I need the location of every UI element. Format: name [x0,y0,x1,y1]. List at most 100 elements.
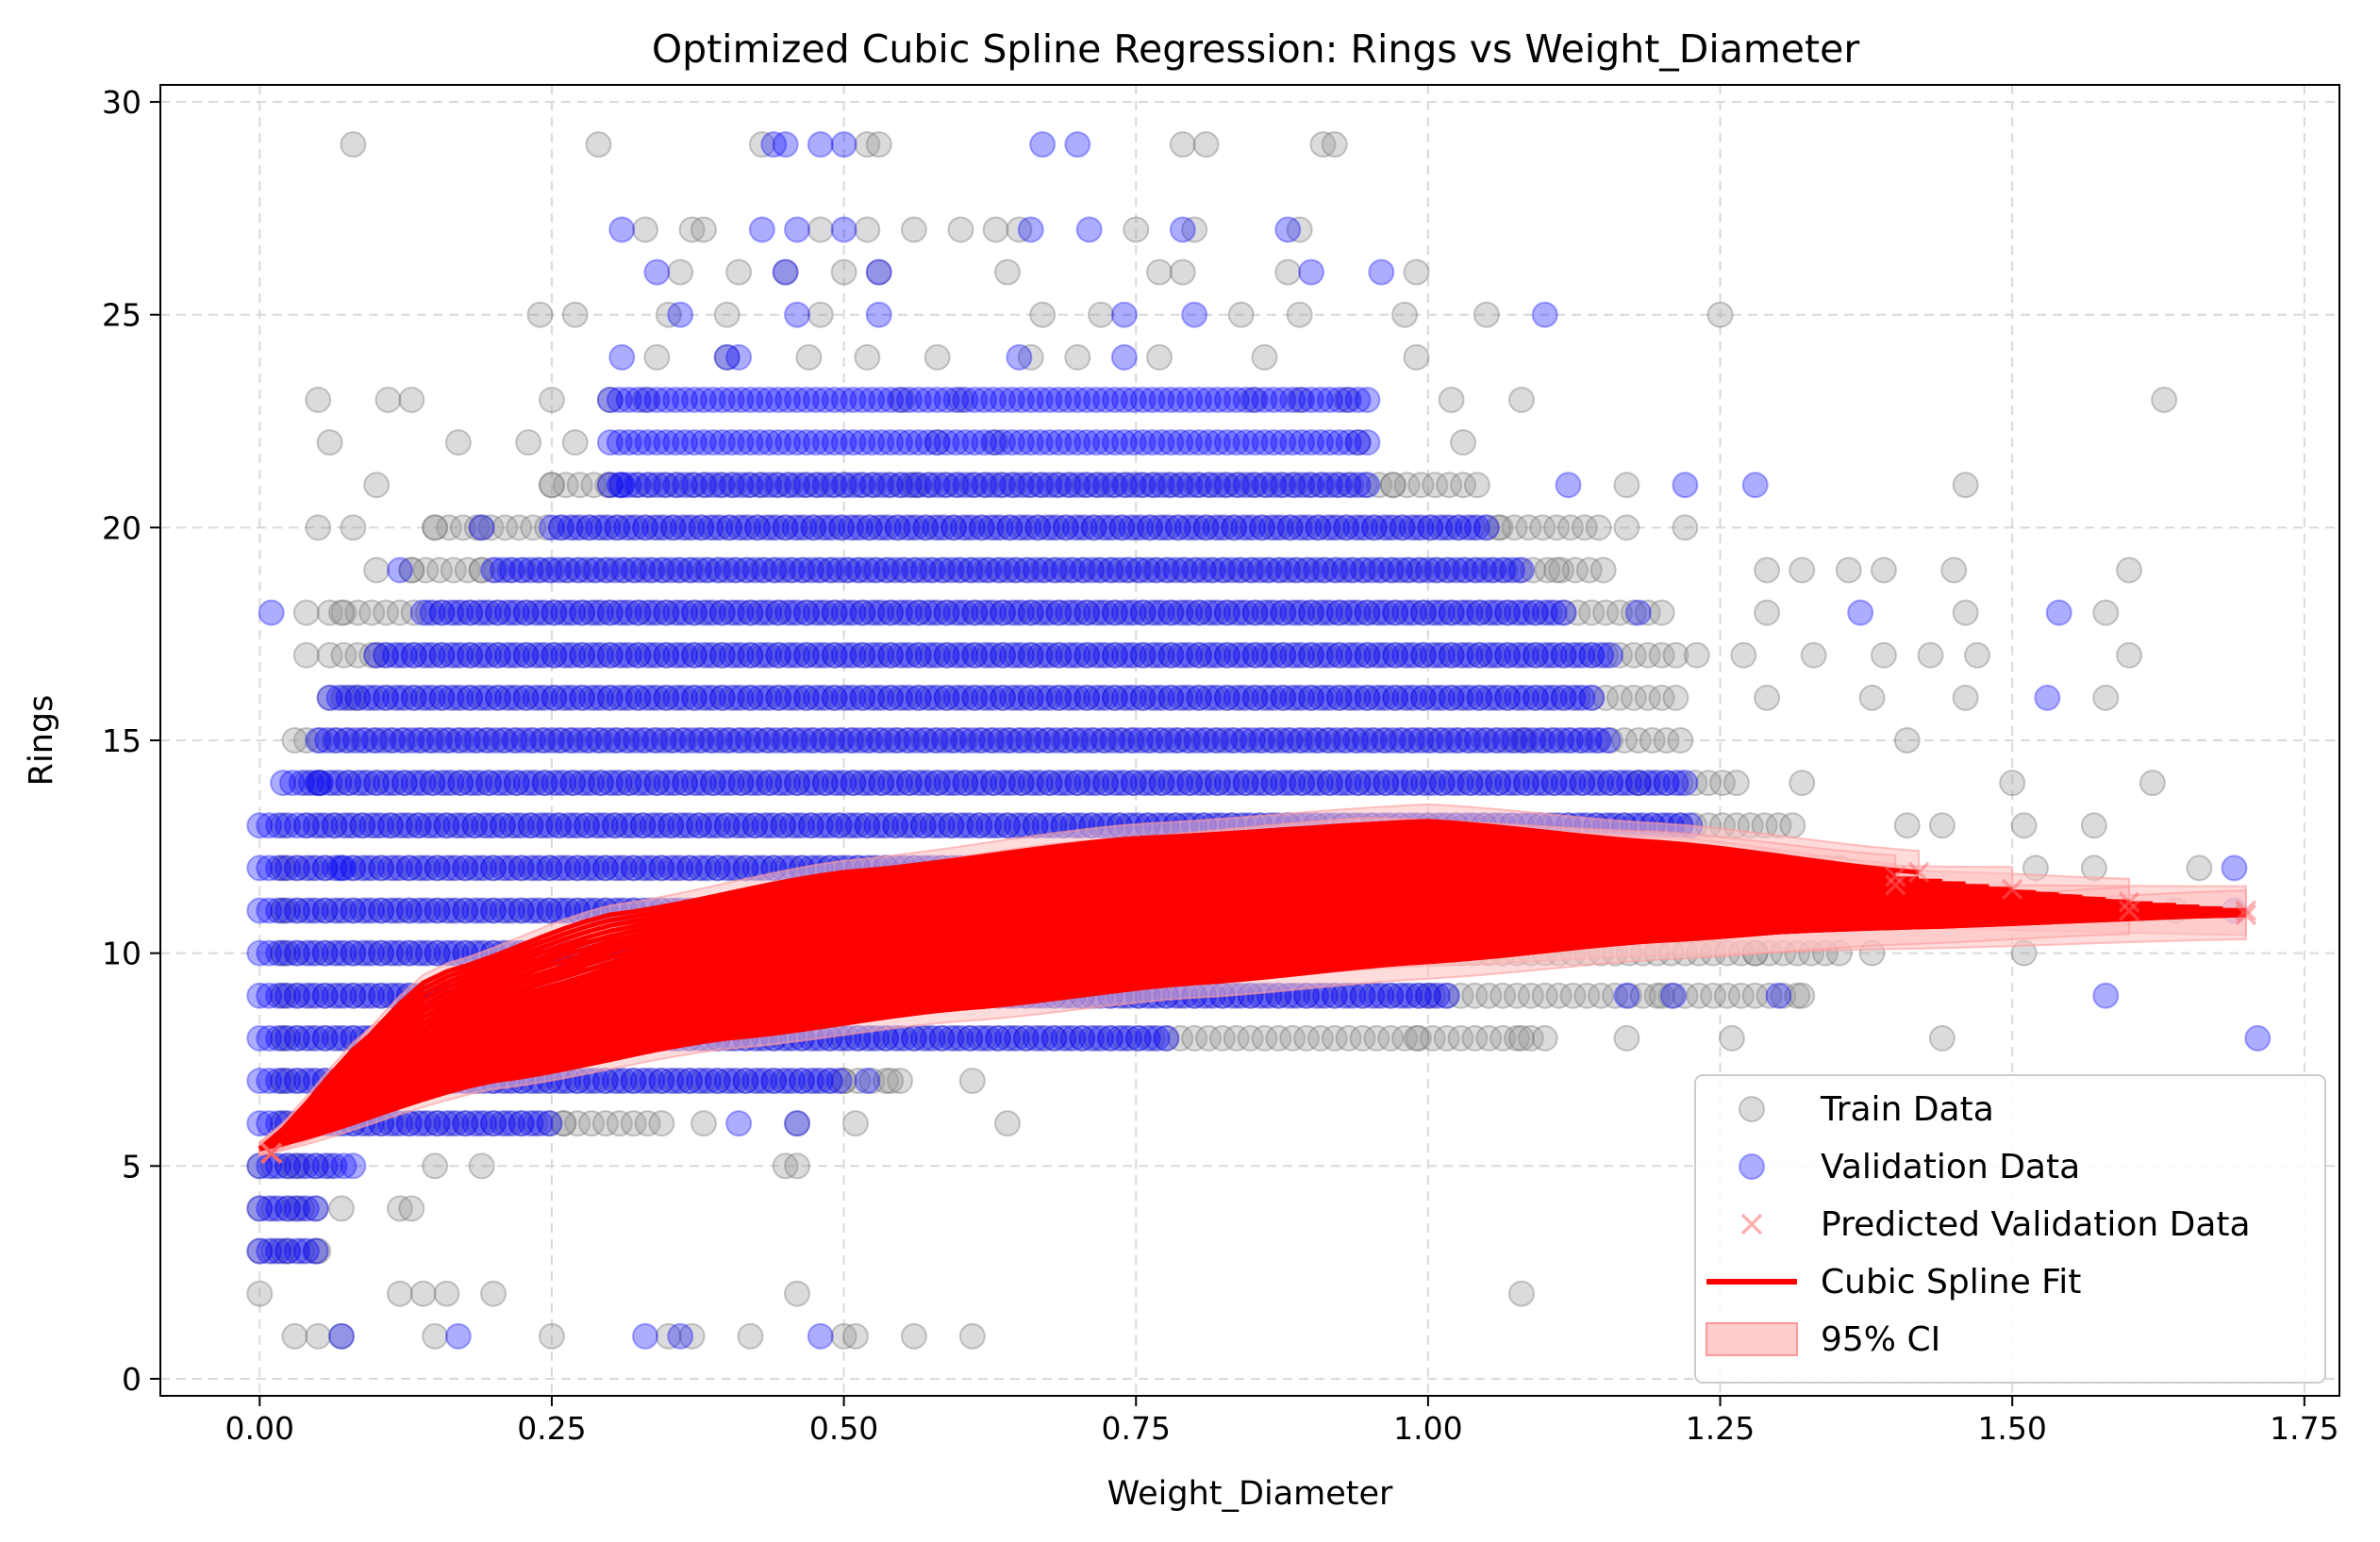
data-point [615,727,642,754]
data-point [477,514,505,541]
data-point [1870,556,1897,584]
data-point [821,599,848,626]
data-point [1662,641,1689,669]
data-point [1531,301,1558,328]
data-point [305,1322,332,1350]
data-point [491,514,519,541]
data-point [795,343,823,371]
data-point [1550,684,1577,711]
data-point [1597,641,1624,669]
data-point [890,599,918,626]
data-point [903,556,930,584]
data-point [1672,472,1699,499]
data-point [990,599,1017,626]
data-point [457,641,484,669]
data-point [330,599,358,626]
data-point [1001,556,1028,584]
data-point [541,599,568,626]
data-point [386,599,413,626]
data-point [1101,684,1128,711]
data-point [865,301,892,328]
y-tick-label: 20 [102,509,141,546]
data-point [1172,684,1199,711]
data-point [1613,982,1640,1009]
data-point [1274,258,1302,286]
data-point [741,727,769,754]
data-point [1445,514,1473,541]
data-point [1321,131,1348,158]
data-point [1240,556,1267,584]
data-point [1155,556,1182,584]
data-point [608,216,636,243]
data-point [735,472,762,499]
data-point [1129,684,1157,711]
data-point [1507,641,1535,669]
data-point [1531,1024,1558,1052]
data-point [2116,641,2143,669]
data-point [1393,472,1421,499]
data-point [975,684,1003,711]
y-tick-label: 5 [122,1148,141,1185]
data-point [903,472,930,499]
data-point [444,1322,472,1350]
data-point [1143,684,1171,711]
data-point [1893,812,1921,839]
data-point [281,727,308,754]
data-point [340,1152,367,1180]
data-point [1613,1024,1640,1052]
data-point [1952,472,1979,499]
data-point [1192,131,1220,158]
data-point [1730,641,1757,669]
data-point [980,727,1007,754]
data-point [1423,684,1451,711]
data-point [688,514,715,541]
data-point [756,727,783,754]
data-point [538,472,565,499]
data-point [1952,599,1979,626]
data-point [1115,684,1142,711]
data-point [555,599,582,626]
data-point [538,472,565,499]
data-point [1723,770,1750,797]
data-point [463,514,491,541]
chart-title: Optimized Cubic Spline Regression: Rings… [652,26,1860,72]
x-axis-ticks: 0.00 0.25 0.50 0.75 1.00 1.25 1.50 1.75 [225,1396,2339,1447]
data-point [1507,1280,1535,1307]
data-point [1507,684,1535,711]
data-point [1543,514,1571,541]
data-point [1667,727,1694,754]
data-point [1999,770,2026,797]
data-point [1379,556,1406,584]
data-point [1099,556,1126,584]
data-point [321,727,348,754]
data-point [1080,514,1107,541]
data-point [807,301,834,328]
data-point [835,599,862,626]
data-point [1382,641,1409,669]
data-point [608,556,636,584]
data-point [569,599,596,626]
data-point [1073,599,1101,626]
data-point [1606,641,1634,669]
data-point [639,641,666,669]
data-point [854,216,881,243]
data-point [681,641,708,669]
data-point [1251,343,1278,371]
data-point [721,556,748,584]
data-point [784,1280,811,1307]
data-point [377,727,405,754]
data-point [1338,472,1365,499]
data-point [825,1068,853,1095]
data-point [1352,472,1379,499]
data-point [1365,472,1392,499]
data-point [723,684,750,711]
data-point [1270,684,1297,711]
x-tick-label: 1.75 [2270,1410,2338,1447]
data-point [386,641,413,669]
data-point [1267,472,1294,499]
data-point [1648,599,1675,626]
data-point [938,727,965,754]
data-point [1450,472,1477,499]
data-point [1043,556,1071,584]
data-point [632,216,659,243]
